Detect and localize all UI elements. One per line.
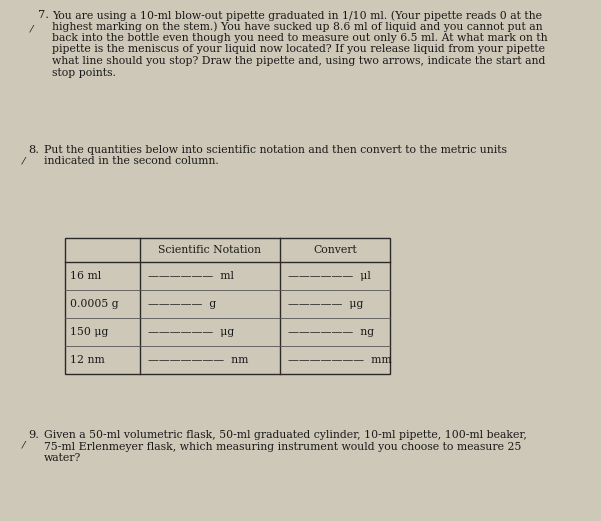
Bar bbox=[65, 238, 390, 374]
Text: 16 ml: 16 ml bbox=[70, 271, 101, 281]
Text: 150 μg: 150 μg bbox=[70, 327, 108, 337]
Text: Convert: Convert bbox=[313, 245, 357, 255]
Text: —————  μg: ————— μg bbox=[288, 299, 364, 309]
Text: ——————  ml: —————— ml bbox=[148, 271, 234, 281]
Text: You are using a 10-ml blow-out pipette graduated in 1/10 ml. (Your pipette reads: You are using a 10-ml blow-out pipette g… bbox=[52, 10, 542, 20]
Text: ———————  mm: ——————— mm bbox=[288, 355, 392, 365]
Text: Put the quantities below into scientific notation and then convert to the metric: Put the quantities below into scientific… bbox=[44, 145, 507, 155]
Text: /: / bbox=[22, 441, 25, 450]
Text: ——————  μg: —————— μg bbox=[148, 327, 234, 337]
Text: highest marking on the stem.) You have sucked up 8.6 ml of liquid and you cannot: highest marking on the stem.) You have s… bbox=[52, 21, 543, 32]
Text: /: / bbox=[30, 24, 34, 33]
Text: ——————  ng: —————— ng bbox=[288, 327, 374, 337]
Text: ———————  nm: ——————— nm bbox=[148, 355, 248, 365]
Text: what line should you stop? Draw the pipette and, using two arrows, indicate the : what line should you stop? Draw the pipe… bbox=[52, 56, 545, 66]
Text: water?: water? bbox=[44, 453, 81, 463]
Text: 8.: 8. bbox=[28, 145, 39, 155]
Text: 7.: 7. bbox=[38, 10, 49, 20]
Text: 9.: 9. bbox=[28, 430, 39, 440]
Text: 0.0005 g: 0.0005 g bbox=[70, 299, 118, 309]
Text: pipette is the meniscus of your liquid now located? If you release liquid from y: pipette is the meniscus of your liquid n… bbox=[52, 44, 545, 55]
Text: stop points.: stop points. bbox=[52, 68, 116, 78]
Text: 12 nm: 12 nm bbox=[70, 355, 105, 365]
Text: back into the bottle even though you need to measure out only 6.5 ml. At what ma: back into the bottle even though you nee… bbox=[52, 33, 548, 43]
Text: indicated in the second column.: indicated in the second column. bbox=[44, 156, 219, 167]
Text: Given a 50-ml volumetric flask, 50-ml graduated cylinder, 10-ml pipette, 100-ml : Given a 50-ml volumetric flask, 50-ml gr… bbox=[44, 430, 527, 440]
Text: —————  g: ————— g bbox=[148, 299, 216, 309]
Text: ——————  μl: —————— μl bbox=[288, 271, 371, 281]
Text: /: / bbox=[22, 156, 25, 165]
Text: 75-ml Erlenmeyer flask, which measuring instrument would you choose to measure 2: 75-ml Erlenmeyer flask, which measuring … bbox=[44, 441, 522, 452]
Text: Scientific Notation: Scientific Notation bbox=[159, 245, 261, 255]
